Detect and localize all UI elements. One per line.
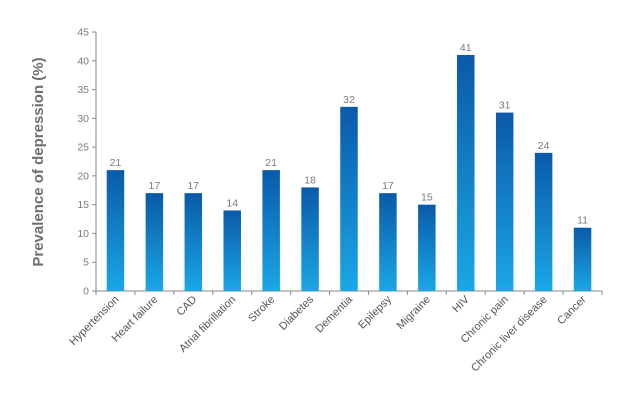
bar — [106, 170, 125, 291]
y-tick-label: 25 — [77, 142, 89, 154]
data-label: 11 — [577, 215, 588, 227]
category-label: Dementia — [313, 293, 355, 335]
bar — [573, 227, 592, 291]
y-tick-label: 20 — [77, 170, 89, 182]
data-label: 17 — [382, 180, 394, 192]
bar — [418, 204, 436, 291]
bar — [340, 106, 358, 291]
bar — [301, 187, 319, 291]
y-tick-label: 5 — [83, 257, 89, 269]
y-axis-title: Prevalence of depression (%) — [30, 57, 47, 266]
y-tick-label: 40 — [77, 55, 89, 67]
data-label: 41 — [460, 42, 472, 54]
axes: 0 5 10 15 20 25 30 35 40 45 — [77, 27, 603, 298]
data-label: 17 — [187, 180, 199, 192]
y-tick-label: 30 — [77, 113, 89, 125]
bar — [534, 152, 553, 291]
bars — [106, 55, 592, 292]
data-label: 17 — [149, 180, 161, 192]
category-label: Migraine — [395, 294, 433, 332]
category-label: Stroke — [246, 294, 277, 325]
data-label: 24 — [538, 140, 550, 152]
y-tick-label: 0 — [83, 286, 89, 298]
data-label: 15 — [421, 192, 433, 204]
y-tick-label: 10 — [77, 228, 89, 240]
y-tick-label: 45 — [77, 27, 89, 39]
bar — [184, 193, 203, 291]
data-label: 21 — [110, 157, 122, 169]
category-label: Diabetes — [277, 293, 317, 333]
category-label: CAD — [175, 294, 200, 319]
category-label: Cancer — [555, 293, 589, 327]
data-label: 18 — [304, 174, 316, 186]
bar — [145, 193, 164, 291]
y-tick-label: 35 — [77, 84, 89, 96]
category-label: Chronic liver disease — [469, 294, 550, 375]
bar — [457, 55, 475, 292]
data-label: 31 — [499, 100, 511, 112]
bar — [495, 112, 514, 291]
y-tick-label: 15 — [77, 199, 89, 211]
data-label: 32 — [343, 94, 355, 106]
data-label: 14 — [226, 197, 238, 209]
bar — [223, 210, 241, 291]
bar — [379, 193, 397, 291]
bar — [262, 170, 280, 291]
category-label: Epilepsy — [356, 293, 394, 331]
category-label: HIV — [450, 293, 472, 315]
data-label: 21 — [265, 157, 277, 169]
